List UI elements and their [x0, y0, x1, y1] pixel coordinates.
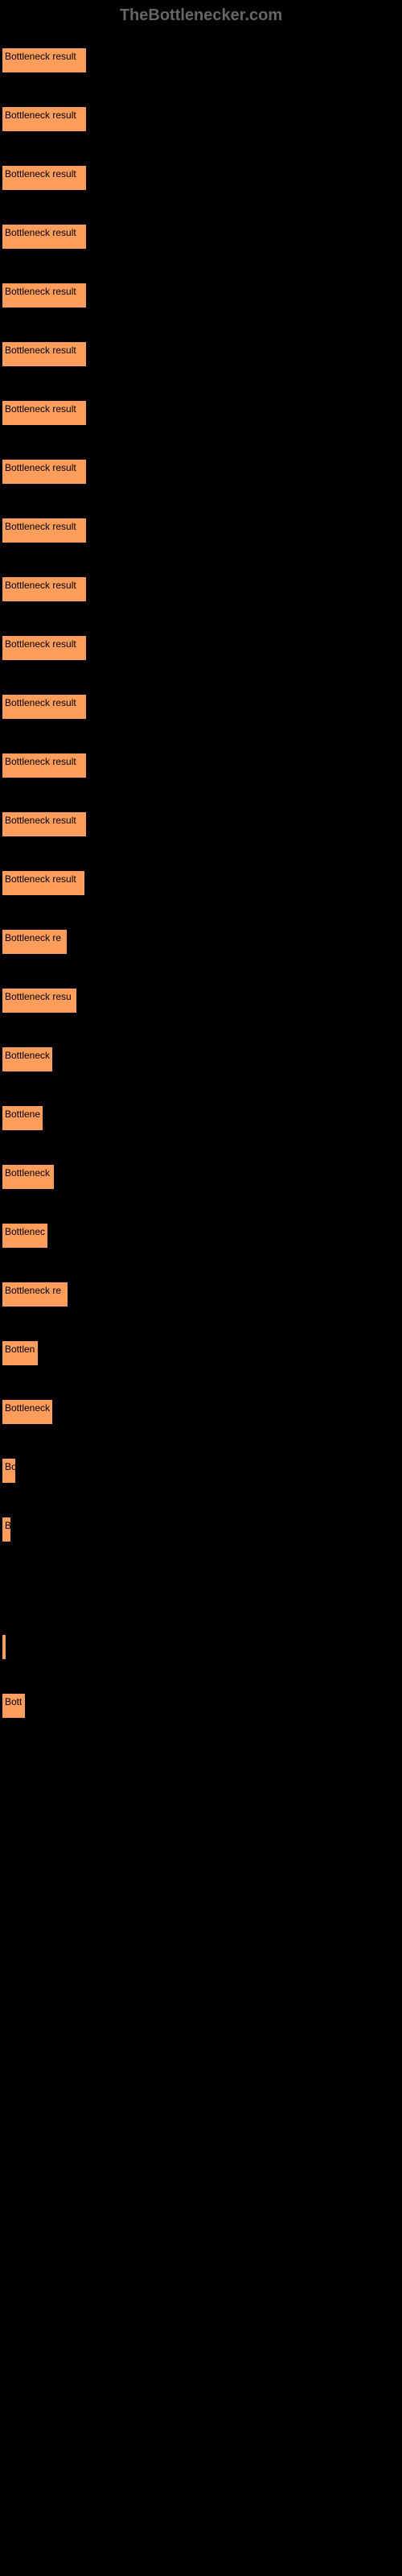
bar-label: Bottlenec [5, 1226, 45, 1237]
bar-label: Bottleneck result [5, 286, 76, 297]
bar-label: Bottleneck result [5, 873, 76, 885]
bar-row: Bottleneck result [2, 568, 402, 611]
bar-label: Bottleneck result [5, 697, 76, 708]
bar-row: Bottleneck result [2, 216, 402, 258]
bar-row: Bottlenec [2, 1215, 402, 1257]
bottleneck-chart: Bottleneck result Bottleneck result Bottle… [0, 31, 402, 1728]
bar-row: Bottleneck result [2, 510, 402, 552]
bar-label: Bottleneck result [5, 345, 76, 356]
bar-label: Bottleneck result [5, 168, 76, 180]
bar-row: Bottleneck result [2, 333, 402, 376]
bar-row: Bottleneck result [2, 451, 402, 493]
bar-row: Bott [2, 1685, 402, 1728]
bar-row: Bottleneck resu [2, 980, 402, 1022]
bar-row: Bottleneck re [2, 1274, 402, 1316]
bar-row: Bottleneck result [2, 98, 402, 141]
bar-label: Bottleneck resu [5, 991, 72, 1002]
bar-label: Bott [5, 1696, 22, 1707]
bar-row: Bottleneck result [2, 745, 402, 787]
bar-row [2, 1567, 402, 1610]
bar-row: Bo [2, 1450, 402, 1492]
bar-row: Bottleneck result [2, 803, 402, 846]
bar-row: Bottleneck result [2, 157, 402, 200]
site-header: TheBottlenecker.com [0, 0, 402, 31]
bar-label: Bottlene [5, 1108, 40, 1120]
bar-label: Bottleneck result [5, 403, 76, 415]
bar-row: Bottleneck result [2, 39, 402, 82]
bar-row: Bottleneck result [2, 627, 402, 670]
bar-row: Bottleneck result [2, 275, 402, 317]
bar-label: Bottleneck re [5, 1285, 61, 1296]
bar-label: Bottleneck result [5, 815, 76, 826]
bar-row: Bottleneck re [2, 921, 402, 964]
bar-label: Bottleneck result [5, 638, 76, 650]
bar-label: Bottleneck result [5, 227, 76, 238]
bar-label: Bottleneck result [5, 521, 76, 532]
bar-label: B [5, 1520, 11, 1531]
bar-label: Bottleneck [5, 1402, 50, 1414]
bar-label: Bottleneck [5, 1050, 50, 1061]
bar-row: Bottleneck [2, 1391, 402, 1434]
bar-label: Bo [5, 1461, 17, 1472]
bar-row: B [2, 1509, 402, 1551]
bar-row [2, 1626, 402, 1669]
bar [2, 1634, 6, 1660]
bar-label: Bottleneck result [5, 462, 76, 473]
bar-label: Bottleneck result [5, 109, 76, 121]
bar-row: Bottlene [2, 1097, 402, 1140]
bar-label: Bottleneck [5, 1167, 50, 1179]
bar-row: Bottleneck result [2, 686, 402, 729]
bar-label: Bottleneck result [5, 51, 76, 62]
bar-row: Bottlen [2, 1332, 402, 1375]
bar-label: Bottlen [5, 1344, 35, 1355]
bar-row: Bottleneck [2, 1156, 402, 1199]
bar-row: Bottleneck [2, 1038, 402, 1081]
bar-label: Bottleneck result [5, 580, 76, 591]
bar-row: Bottleneck result [2, 862, 402, 905]
bar-label: Bottleneck re [5, 932, 61, 943]
bar-row: Bottleneck result [2, 392, 402, 435]
bar-label: Bottleneck result [5, 756, 76, 767]
